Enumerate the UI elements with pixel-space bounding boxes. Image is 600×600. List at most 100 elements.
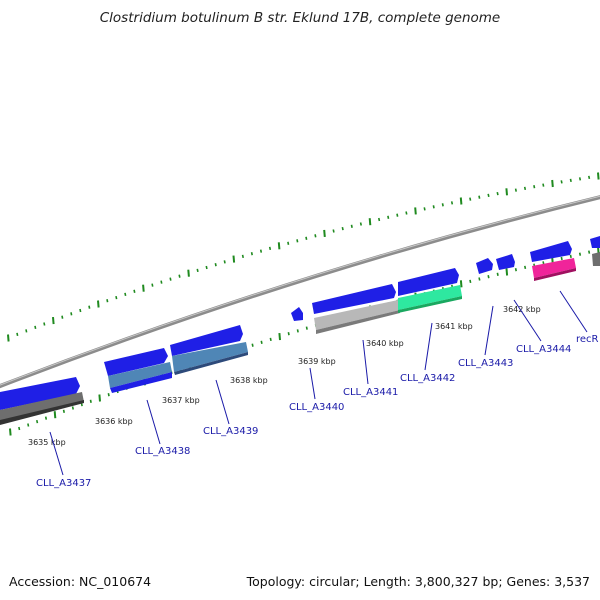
major-tick	[232, 255, 236, 263]
gene-arrow[interactable]	[398, 296, 462, 313]
leader-line	[362, 339, 369, 385]
major-tick	[459, 197, 463, 205]
gene-arrow[interactable]	[291, 307, 303, 321]
gene-arrow[interactable]	[108, 362, 172, 388]
gene-arrow[interactable]	[170, 325, 243, 356]
gene-arrow[interactable]	[104, 348, 168, 376]
minor-tick	[269, 337, 272, 342]
gene-arrow[interactable]	[110, 372, 172, 393]
minor-tick	[115, 295, 118, 300]
minor-tick	[314, 234, 317, 238]
minor-tick	[287, 332, 290, 336]
minor-tick	[178, 274, 181, 278]
minor-tick	[223, 260, 226, 264]
minor-tick	[450, 201, 454, 205]
minor-tick	[34, 325, 37, 330]
minor-tick	[588, 175, 591, 180]
minor-tick	[478, 277, 481, 281]
major-tick	[277, 242, 281, 250]
gene-label[interactable]: CLL_A3443	[458, 358, 513, 369]
leader-line	[513, 299, 542, 342]
gene-callouts	[49, 290, 588, 476]
kbp-label: 3635 kbp	[28, 438, 66, 447]
gene-label[interactable]: CLL_A3442	[400, 373, 455, 384]
minor-tick	[16, 332, 19, 337]
kbp-label: 3638 kbp	[230, 376, 268, 385]
gene-arrow[interactable]	[530, 241, 572, 262]
major-tick	[505, 268, 509, 276]
gene-arrow[interactable]	[398, 285, 462, 310]
minor-tick	[251, 343, 254, 347]
minor-tick	[524, 265, 527, 270]
gene-arrow[interactable]	[532, 258, 576, 278]
gene-arrow[interactable]	[590, 236, 600, 248]
kbp-label: 3637 kbp	[162, 396, 200, 405]
minor-tick	[62, 409, 65, 413]
minor-tick	[578, 177, 582, 181]
gene-arrow[interactable]	[174, 352, 248, 375]
gene-label[interactable]: CLL_A3444	[516, 344, 571, 355]
gene-label[interactable]: CLL_A3438	[135, 446, 190, 457]
leader-line	[215, 379, 230, 425]
minor-tick	[350, 224, 353, 228]
kbp-label: 3636 kbp	[95, 417, 133, 426]
gene-arrow[interactable]	[316, 310, 400, 334]
genome-backbone-highlight	[0, 195, 600, 386]
kbp-label: 3639 kbp	[298, 357, 336, 366]
minor-tick	[432, 205, 435, 209]
leader-line	[559, 290, 588, 333]
minor-tick	[405, 211, 408, 215]
minor-tick	[106, 299, 109, 303]
minor-tick	[469, 279, 472, 284]
minor-tick	[487, 275, 490, 279]
major-tick	[53, 411, 57, 419]
minor-tick	[496, 272, 499, 276]
gene-arrow[interactable]	[0, 400, 84, 425]
gene-label[interactable]: recR	[576, 334, 599, 345]
minor-tick	[44, 416, 48, 420]
gene-label[interactable]: CLL_A3439	[203, 426, 258, 437]
gene-label[interactable]: CLL_A3441	[343, 387, 398, 398]
gene-arrow[interactable]	[172, 342, 248, 372]
leader-line	[146, 399, 161, 445]
major-tick	[368, 218, 372, 226]
genome-backbone	[0, 195, 600, 389]
minor-tick	[387, 215, 390, 219]
minor-tick	[160, 280, 163, 284]
major-tick	[278, 333, 281, 341]
gene-arrow[interactable]	[314, 300, 400, 330]
minor-tick	[259, 249, 263, 253]
gene-arrow[interactable]	[534, 268, 576, 281]
gene-label[interactable]: CLL_A3440	[289, 402, 344, 413]
minor-tick	[61, 315, 64, 319]
gene-arrow[interactable]	[398, 268, 459, 296]
gene-arrow[interactable]	[312, 284, 396, 314]
minor-tick	[169, 277, 172, 281]
minor-tick	[569, 178, 572, 183]
minor-tick	[70, 312, 73, 316]
minor-tick	[133, 289, 136, 293]
minor-tick	[469, 197, 472, 201]
kbp-label: 3641 kbp	[435, 322, 473, 331]
major-tick	[7, 334, 10, 342]
gene-arrow[interactable]	[476, 258, 493, 274]
gene-label[interactable]: CLL_A3437	[36, 478, 91, 489]
gene-arrow[interactable]	[0, 377, 80, 410]
major-tick	[97, 300, 100, 308]
minor-tick	[250, 252, 253, 256]
gene-arrow[interactable]	[496, 254, 515, 270]
genome-stats: Topology: circular; Length: 3,800,327 bp…	[246, 574, 590, 589]
minor-tick	[260, 340, 263, 344]
leader-line	[424, 322, 433, 371]
minor-tick	[305, 326, 308, 330]
reverse-strand-genes	[0, 252, 600, 425]
minor-tick	[27, 423, 30, 427]
minor-tick	[214, 263, 217, 267]
gene-arrow[interactable]	[592, 252, 600, 266]
minor-tick	[205, 265, 208, 270]
minor-tick	[378, 217, 381, 222]
minor-tick	[287, 241, 290, 245]
kbp-labels: 3635 kbp 3636 kbp 3637 kbp 3638 kbp 3639…	[28, 305, 541, 447]
minor-tick	[18, 426, 21, 431]
